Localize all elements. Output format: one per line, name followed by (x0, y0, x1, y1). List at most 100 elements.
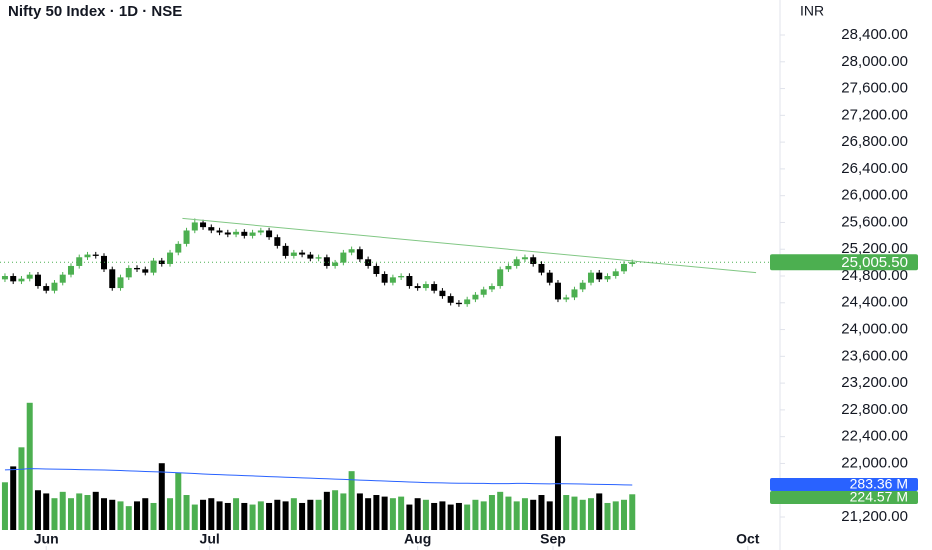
volume-bar (241, 502, 248, 530)
volume-bar (414, 498, 421, 530)
candle-body (521, 257, 528, 260)
candle-body (158, 260, 165, 264)
volume-bar (604, 502, 611, 530)
volume-ma-line (4, 468, 633, 486)
y-tick-label: 27,600.00 (841, 80, 908, 97)
y-tick-label: 24,400.00 (841, 294, 908, 311)
volume-bar (249, 504, 256, 530)
volume-bar (439, 501, 446, 530)
volume-bar (158, 463, 165, 530)
candle-body (398, 276, 405, 278)
candle-body (497, 269, 504, 287)
volume-bar (1, 482, 8, 530)
candle-body (340, 252, 347, 263)
candle-body (134, 267, 141, 270)
candle-body (191, 222, 198, 231)
candle-body (621, 263, 627, 272)
volume-bar (530, 499, 537, 530)
candle-body (472, 294, 479, 300)
volume-bar (183, 495, 190, 530)
volume-bar (365, 498, 372, 530)
candle-body (422, 284, 429, 289)
volume-bar (150, 502, 157, 530)
candle-body (274, 237, 281, 246)
candle-body (282, 245, 289, 256)
volume-bar (340, 493, 347, 530)
volume-bar (142, 498, 149, 530)
volume-bar (546, 501, 553, 530)
volume-bar (67, 498, 74, 530)
y-tick-label: 25,200.00 (841, 240, 908, 257)
candle-body (332, 262, 339, 266)
volume-bar (175, 472, 182, 530)
volume-bar (84, 495, 91, 530)
candle-body (629, 262, 636, 264)
y-tick-label: 24,000.00 (841, 321, 908, 338)
candle-body (233, 231, 240, 235)
volume-bar (34, 490, 41, 530)
volume-bar (472, 499, 479, 530)
volume-bar (356, 493, 363, 530)
candle-body (183, 230, 190, 244)
volume-bar (406, 504, 413, 530)
candle-body (406, 276, 413, 287)
volume-box (770, 490, 918, 504)
volume-bar (513, 501, 520, 530)
candle-body (356, 249, 363, 260)
y-tick-label: 22,400.00 (841, 428, 908, 445)
volume-bar (208, 498, 215, 530)
volume-bar (447, 504, 454, 530)
candle-body (150, 260, 157, 273)
volume-bar (621, 499, 627, 530)
candle-body (216, 230, 223, 233)
y-tick-label: 25,600.00 (841, 213, 908, 230)
y-tick-label: 23,600.00 (841, 347, 908, 364)
volume-bar (200, 499, 207, 530)
volume-bar (505, 496, 512, 530)
candle-body (348, 249, 355, 253)
volume-bar (274, 499, 281, 530)
candle-body (142, 269, 149, 273)
candle-body (224, 232, 231, 235)
y-tick-label: 27,200.00 (841, 106, 908, 123)
volume-bar (629, 494, 636, 530)
candle-body (241, 231, 248, 236)
candle-body (51, 282, 58, 291)
candle-body (373, 265, 380, 274)
volume-value: 224.57 M (850, 489, 908, 505)
candle-body (92, 254, 99, 256)
volume-bar (480, 501, 487, 530)
candle-body (315, 257, 322, 259)
volume-bar (51, 498, 58, 530)
volume-bar (76, 493, 83, 530)
volume-ma-value: 283.36 M (850, 476, 908, 492)
y-tick-label: 23,200.00 (841, 374, 908, 391)
candle-body (18, 278, 25, 282)
x-tick-label: Aug (404, 531, 431, 547)
candle-body (505, 265, 512, 270)
candle-body (249, 232, 256, 236)
volume-bar (464, 504, 471, 530)
volume-bar (612, 501, 619, 530)
candle-body (1, 276, 8, 280)
candle-body (167, 252, 174, 264)
candle-body (414, 286, 421, 289)
volume-bar (167, 498, 174, 530)
candle-body (381, 273, 388, 283)
volume-bar (18, 447, 25, 530)
volume-bar (563, 495, 570, 530)
y-tick-label: 26,000.00 (841, 187, 908, 204)
chart-title: Nifty 50 Index · 1D · NSE (8, 3, 182, 20)
y-tick-label: 21,200.00 (841, 508, 908, 525)
candle-body (299, 252, 306, 255)
volume-bar (257, 501, 264, 530)
volume-bar (521, 498, 528, 530)
candle-body (431, 284, 438, 291)
volume-bar (109, 499, 116, 530)
y-tick-label: 22,800.00 (841, 401, 908, 418)
candle-body (175, 243, 182, 253)
y-tick-label: 26,800.00 (841, 133, 908, 150)
candle-body (538, 263, 545, 273)
candle-body (587, 272, 594, 283)
candle-body (612, 271, 619, 277)
